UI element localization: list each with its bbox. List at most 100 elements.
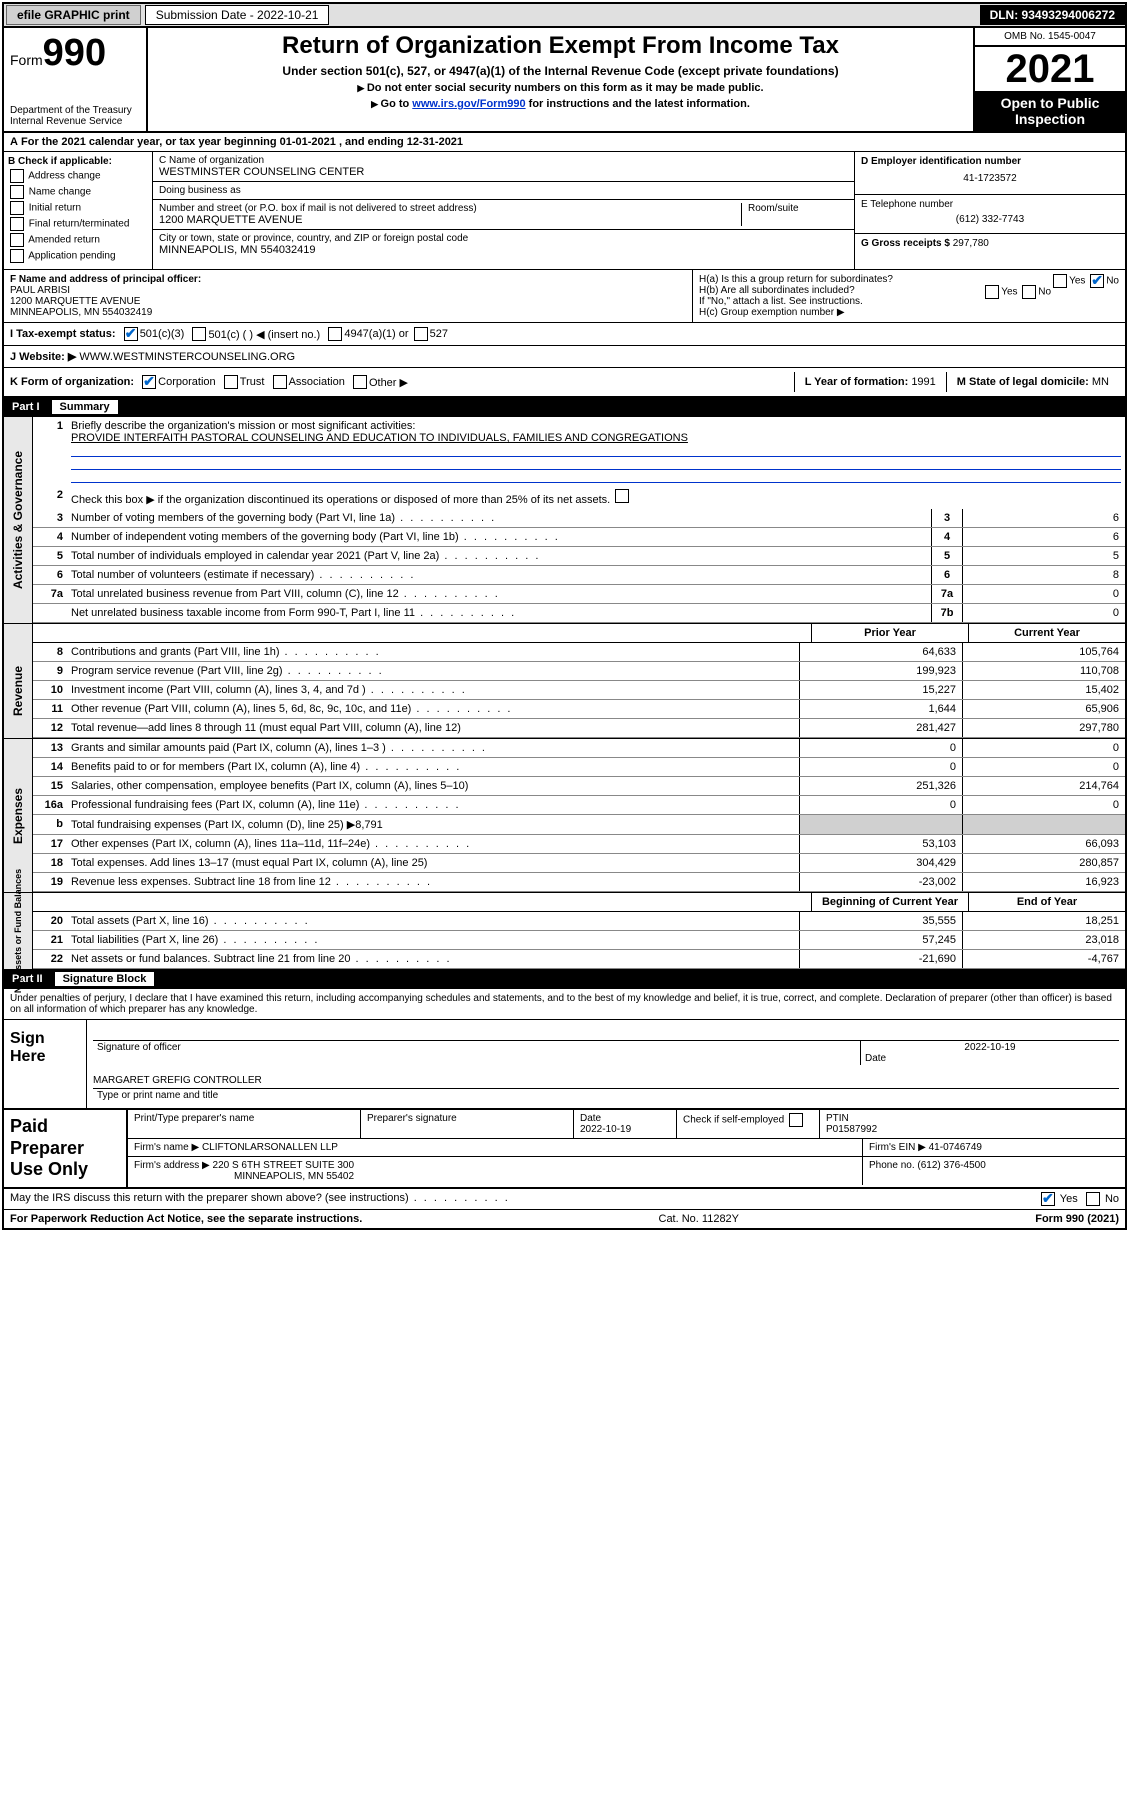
checkbox-trust[interactable] (224, 375, 238, 389)
grey-16b-prior (799, 815, 962, 834)
street-address: 1200 MARQUETTE AVENUE (159, 214, 741, 226)
header-left-block: Form990 Department of the Treasury Inter… (4, 28, 148, 131)
principal-officer-block: F Name and address of principal officer:… (4, 270, 692, 322)
checkbox-address-change[interactable] (10, 169, 24, 183)
fundraising-total: 8,791 (355, 819, 383, 831)
preparer-sig-header: Preparer's signature (361, 1110, 574, 1138)
begin-20: 35,555 (799, 912, 962, 930)
preparer-name-header: Print/Type preparer's name (128, 1110, 361, 1138)
officer-name: PAUL ARBISI (10, 285, 70, 296)
checkbox-discuss-yes[interactable] (1041, 1192, 1055, 1206)
row-a-calendar-year: A For the 2021 calendar year, or tax yea… (4, 133, 1125, 152)
checkbox-hb-yes[interactable] (985, 285, 999, 299)
curr-16a: 0 (962, 796, 1125, 814)
sig-date-value: 2022-10-19 (865, 1042, 1115, 1053)
side-tab-netassets: Net Assets or Fund Balances (4, 893, 33, 969)
efile-print-button[interactable]: efile GRAPHIC print (6, 5, 141, 25)
checkbox-amended-return[interactable] (10, 233, 24, 247)
subtitle: Under section 501(c), 527, or 4947(a)(1)… (152, 64, 969, 78)
officer-name-title: MARGARET GREFIG CONTROLLER (93, 1075, 1119, 1086)
checkbox-other[interactable] (353, 375, 367, 389)
checkbox-application-pending[interactable] (10, 249, 24, 263)
grey-16b-curr (962, 815, 1125, 834)
curr-11: 65,906 (962, 700, 1125, 718)
checkbox-name-change[interactable] (10, 185, 24, 199)
prior-12: 281,427 (799, 719, 962, 737)
checkbox-hb-no[interactable] (1022, 285, 1036, 299)
checkbox-association[interactable] (273, 375, 287, 389)
paperwork-notice: For Paperwork Reduction Act Notice, see … (10, 1213, 362, 1225)
checkbox-initial-return[interactable] (10, 201, 24, 215)
header-begin-year: Beginning of Current Year (811, 893, 968, 911)
checkbox-501c[interactable] (192, 327, 206, 341)
checkbox-4947[interactable] (328, 327, 342, 341)
col-b-checkboxes: B Check if applicable: Address change Na… (4, 152, 153, 269)
begin-22: -21,690 (799, 950, 962, 968)
website-row: J Website: ▶ WWW.WESTMINSTERCOUNSELING.O… (4, 346, 1125, 368)
submission-date-label: Submission Date - 2022-10-21 (145, 5, 330, 25)
firm-address2: MINNEAPOLIS, MN 55402 (234, 1171, 354, 1182)
irs-discuss-question: May the IRS discuss this return with the… (10, 1192, 510, 1206)
begin-21: 57,245 (799, 931, 962, 949)
checkbox-discontinued[interactable] (615, 489, 629, 503)
header-right-block: OMB No. 1545-0047 2021 Open to Public In… (973, 28, 1125, 131)
tax-year: 2021 (975, 47, 1125, 91)
goto-post: for instructions and the latest informat… (526, 98, 750, 110)
val-line4: 6 (962, 528, 1125, 546)
end-21: 23,018 (962, 931, 1125, 949)
firm-address1: 220 S 6TH STREET SUITE 300 (213, 1160, 355, 1171)
checkbox-501c3[interactable] (124, 327, 138, 341)
omb-number: OMB No. 1545-0047 (975, 28, 1125, 47)
prior-16a: 0 (799, 796, 962, 814)
form-prefix: Form (10, 52, 43, 68)
curr-17: 66,093 (962, 835, 1125, 853)
header-title-block: Return of Organization Exempt From Incom… (148, 28, 973, 131)
group-return-block: H(a) Is this a group return for subordin… (692, 270, 1125, 322)
checkbox-final-return[interactable] (10, 217, 24, 231)
paid-preparer-label: Paid Preparer Use Only (4, 1110, 128, 1187)
city-state-zip: MINNEAPOLIS, MN 554032419 (159, 244, 848, 256)
checkbox-corporation[interactable] (142, 375, 156, 389)
prior-17: 53,103 (799, 835, 962, 853)
firm-phone: (612) 376-4500 (917, 1160, 985, 1171)
checkbox-527[interactable] (414, 327, 428, 341)
firm-ein: 41-0746749 (929, 1142, 982, 1153)
curr-15: 214,764 (962, 777, 1125, 795)
checkbox-discuss-no[interactable] (1086, 1192, 1100, 1206)
checkbox-ha-no[interactable] (1090, 274, 1104, 288)
irs-link[interactable]: www.irs.gov/Form990 (412, 98, 525, 110)
prior-15: 251,326 (799, 777, 962, 795)
curr-14: 0 (962, 758, 1125, 776)
prior-19: -23,002 (799, 873, 962, 891)
name-title-label: Type or print name and title (93, 1089, 222, 1102)
cat-number: Cat. No. 11282Y (659, 1213, 740, 1225)
col-de-contact: D Employer identification number 41-1723… (855, 152, 1125, 269)
part1-header: Part I Summary (4, 397, 1125, 417)
curr-8: 105,764 (962, 643, 1125, 661)
header-current-year: Current Year (968, 624, 1125, 642)
open-public-label: Open to Public Inspection (975, 91, 1125, 131)
val-line5: 5 (962, 547, 1125, 565)
val-line7a: 0 (962, 585, 1125, 603)
ein-value: 41-1723572 (861, 167, 1119, 190)
prior-13: 0 (799, 739, 962, 757)
curr-9: 110,708 (962, 662, 1125, 680)
ptin-value: P01587992 (826, 1124, 1119, 1135)
checkbox-ha-yes[interactable] (1053, 274, 1067, 288)
tax-exempt-status-row: I Tax-exempt status: 501(c)(3) 501(c) ( … (4, 323, 1125, 346)
ssn-note: Do not enter social security numbers on … (152, 82, 969, 94)
header-prior-year: Prior Year (811, 624, 968, 642)
page-title: Return of Organization Exempt From Incom… (152, 32, 969, 60)
firm-name: CLIFTONLARSONALLEN LLP (202, 1142, 338, 1153)
prior-14: 0 (799, 758, 962, 776)
val-line7b: 0 (962, 604, 1125, 622)
checkbox-self-employed[interactable] (789, 1113, 803, 1127)
prior-18: 304,429 (799, 854, 962, 872)
mission-text: PROVIDE INTERFAITH PASTORAL COUNSELING A… (71, 432, 688, 444)
perjury-statement: Under penalties of perjury, I declare th… (4, 989, 1125, 1020)
curr-12: 297,780 (962, 719, 1125, 737)
preparer-date: 2022-10-19 (580, 1124, 670, 1135)
phone-value: (612) 332-7743 (861, 210, 1119, 229)
col-c-org-info: C Name of organization WESTMINSTER COUNS… (153, 152, 855, 269)
form-of-org-row: K Form of organization: Corporation Trus… (4, 368, 1125, 397)
